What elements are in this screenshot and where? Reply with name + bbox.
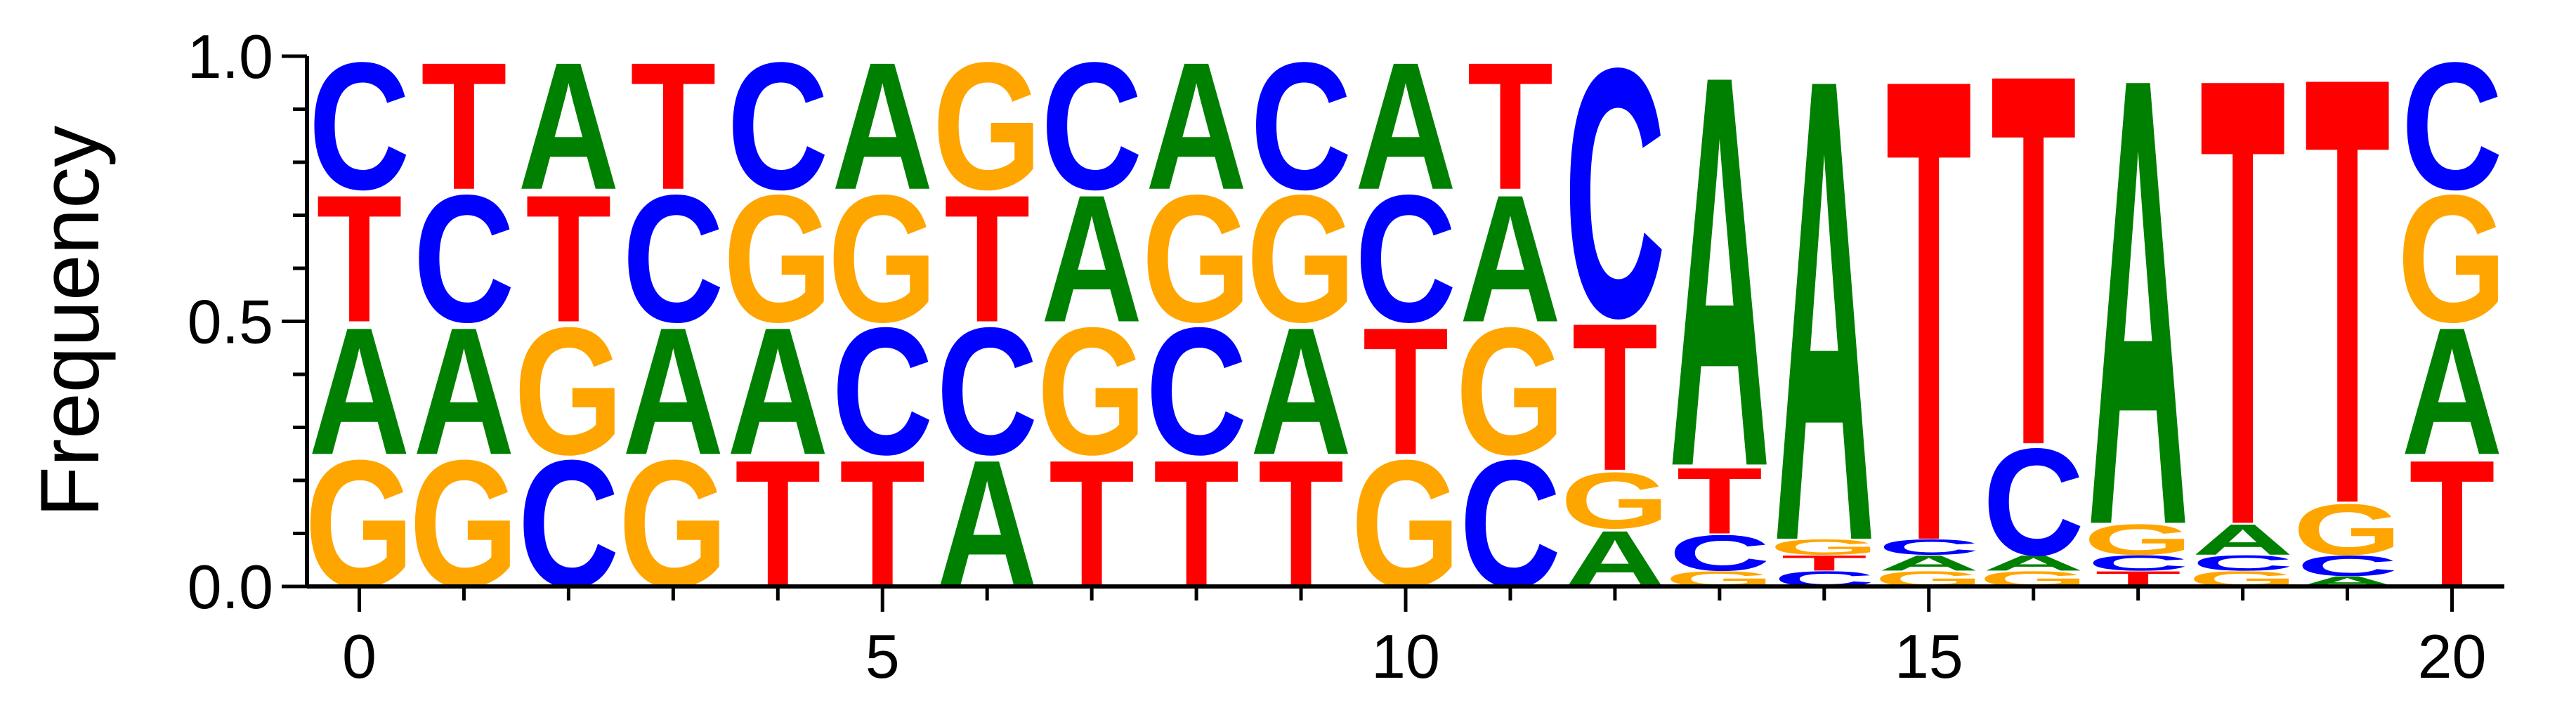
logo-letter-A-pos17: A	[2087, 0, 2188, 659]
logo-letter-C-pos20: C	[2401, 25, 2502, 228]
logo-letter-C-pos9: C	[1250, 25, 1352, 228]
logo-letter-A-pos16: A	[1982, 551, 2084, 575]
logo-letter-C-pos19: C	[2296, 549, 2398, 582]
logo-letter-T-pos14: T	[1781, 551, 1867, 575]
logo-letter-T-pos10: T	[1363, 289, 1449, 492]
logo-letter-T-pos12: T	[1572, 280, 1658, 515]
logo-letter-G-pos5: G	[828, 157, 937, 360]
logo-letter-C-pos16: C	[1982, 417, 2084, 587]
x-tick-label: 15	[1895, 622, 1963, 691]
logo-letter-G-pos12: G	[1560, 457, 1670, 546]
logo-letter-C-pos0: C	[308, 25, 410, 228]
logo-letter-A-pos13: A	[1669, 0, 1770, 584]
x-tick-label: 20	[2418, 622, 2487, 691]
logo-letter-G-pos9: G	[1246, 157, 1356, 360]
logo-letter-G-pos4: G	[723, 157, 832, 360]
logo-letter-T-pos19: T	[2304, 0, 2390, 631]
logo-letter-G-pos6: G	[932, 25, 1042, 228]
logo-letter-T-pos15: T	[1886, 0, 1972, 680]
logo-letter-A-pos10: A	[1355, 25, 1456, 228]
logo-letter-T-pos16: T	[1991, 0, 2077, 556]
logo-letter-C-pos6: C	[936, 289, 1038, 492]
logo-letter-G-pos7: G	[1037, 289, 1146, 492]
logo-letter-A-pos2: A	[518, 25, 619, 228]
logo-letter-A-pos20: A	[2401, 289, 2502, 492]
logo-letter-G-pos8: G	[1142, 157, 1251, 360]
logo-letter-A-pos7: A	[1041, 157, 1142, 360]
x-tick-label: 5	[865, 622, 900, 691]
logo-letter-G-pos17: G	[2084, 516, 2193, 564]
logo-letter-A-pos9: A	[1250, 289, 1352, 492]
logo-letter-T-pos6: T	[944, 157, 1030, 360]
logo-letter-C-pos7: C	[1041, 25, 1142, 228]
logo-letter-G-pos19: G	[2293, 489, 2402, 570]
logo-letter-A-pos18: A	[2192, 516, 2293, 564]
logo-letter-C-pos4: C	[727, 25, 828, 228]
axes: 0.0 0.5 1.0 0 5 10 15 20	[188, 22, 2504, 691]
logo-letter-A-pos15: A	[1878, 551, 1980, 575]
x-tick-label: 10	[1371, 622, 1440, 691]
logo-letter-A-pos11: A	[1460, 157, 1561, 360]
logo-letter-G-pos11: G	[1456, 289, 1565, 492]
logo-letter-T-pos11: T	[1467, 25, 1553, 228]
logo-letter-C-pos1: C	[413, 157, 514, 360]
logo-letter-T-pos2: T	[525, 157, 611, 360]
y-axis-title: Frequency	[24, 126, 117, 518]
logo-letter-A-pos0: A	[308, 289, 410, 492]
logo-letter-C-pos8: C	[1146, 289, 1247, 492]
logo-letter-G-pos2: G	[514, 289, 624, 492]
y-tick-label: 0.5	[188, 287, 273, 357]
logo-letter-T-pos18: T	[2200, 0, 2286, 659]
logo-letter-C-pos3: C	[622, 157, 724, 360]
logo-letter-C-pos12: C	[1564, 0, 1666, 392]
logo-letter-T-pos0: T	[316, 157, 402, 360]
logo-letter-C-pos15: C	[1878, 535, 1980, 560]
logo-letter-G-pos14: G	[1770, 535, 1879, 560]
logo-letter-A-pos3: A	[622, 289, 724, 492]
x-axis-ticks: 0 5 10 15 20	[342, 586, 2486, 691]
logo-letter-A-pos14: A	[1774, 0, 1875, 680]
y-tick-label: 1.0	[188, 22, 273, 91]
y-tick-label: 0.0	[188, 552, 273, 622]
logo-letter-T-pos13: T	[1677, 449, 1763, 554]
logo-letter-A-pos8: A	[1146, 25, 1247, 228]
x-tick-label: 0	[342, 622, 377, 691]
logo-letter-C-pos17: C	[2087, 551, 2188, 575]
logo-letter-C-pos10: C	[1355, 157, 1456, 360]
logo-letter-A-pos5: A	[832, 25, 933, 228]
logo-letter-G-pos20: G	[2398, 157, 2507, 360]
logo-letter-C-pos18: C	[2192, 551, 2293, 575]
logo-letter-T-pos1: T	[421, 25, 506, 228]
letter-stacks: GATCGACTCGTAGACTTAGCTCGAACTGTGACTCGATAGC…	[305, 0, 2507, 680]
y-axis-ticks: 0.0 0.5 1.0	[188, 22, 307, 622]
logo-letter-A-pos4: A	[727, 289, 828, 492]
logo-letter-A-pos1: A	[413, 289, 514, 492]
logo-letter-T-pos3: T	[630, 25, 716, 228]
logo-letter-C-pos13: C	[1669, 525, 1770, 582]
logo-letter-C-pos5: C	[832, 289, 933, 492]
